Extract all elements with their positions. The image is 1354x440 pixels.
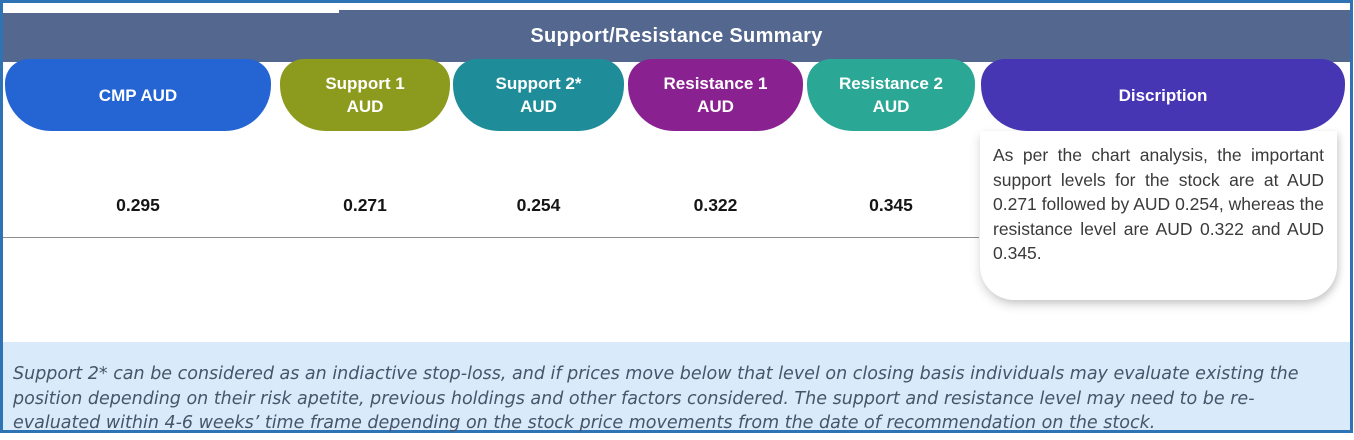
column-header-resistance-2: Resistance 2 AUD: [807, 59, 975, 131]
column-header-cmp-aud: CMP AUD: [5, 59, 271, 131]
column-header-support-1: Support 1 AUD: [280, 59, 450, 131]
values-row-divider: [3, 237, 979, 238]
column-header-label: CMP AUD: [98, 85, 178, 105]
column-header-support-2: Support 2* AUD: [453, 59, 624, 131]
footnote-text: Support 2* can be considered as an india…: [13, 364, 1299, 433]
description-card: As per the chart analysis, the important…: [980, 131, 1337, 300]
value-cmp-aud: 0.295: [116, 195, 160, 215]
value-support-2: 0.254: [516, 195, 561, 215]
column-header-label: Support 2* AUD: [495, 74, 582, 116]
table-title-bar: Support/Resistance Summary: [3, 10, 1350, 62]
top-white-step: [3, 10, 339, 13]
column-header-description: Discription: [981, 59, 1345, 131]
column-header-label: Support 1 AUD: [325, 74, 405, 116]
value-support-1: 0.271: [343, 195, 387, 215]
column-header-label: Resistance 1 AUD: [663, 74, 768, 116]
value-resistance-2: 0.345: [869, 195, 913, 215]
column-header-resistance-1: Resistance 1 AUD: [628, 59, 803, 131]
footnote-panel: Support 2* can be considered as an india…: [3, 342, 1350, 433]
column-header-label: Discription: [1118, 85, 1208, 105]
description-text: As per the chart analysis, the important…: [993, 145, 1324, 263]
table-title: Support/Resistance Summary: [530, 24, 823, 47]
value-resistance-1: 0.322: [693, 195, 738, 215]
column-header-label: Resistance 2 AUD: [839, 74, 943, 116]
